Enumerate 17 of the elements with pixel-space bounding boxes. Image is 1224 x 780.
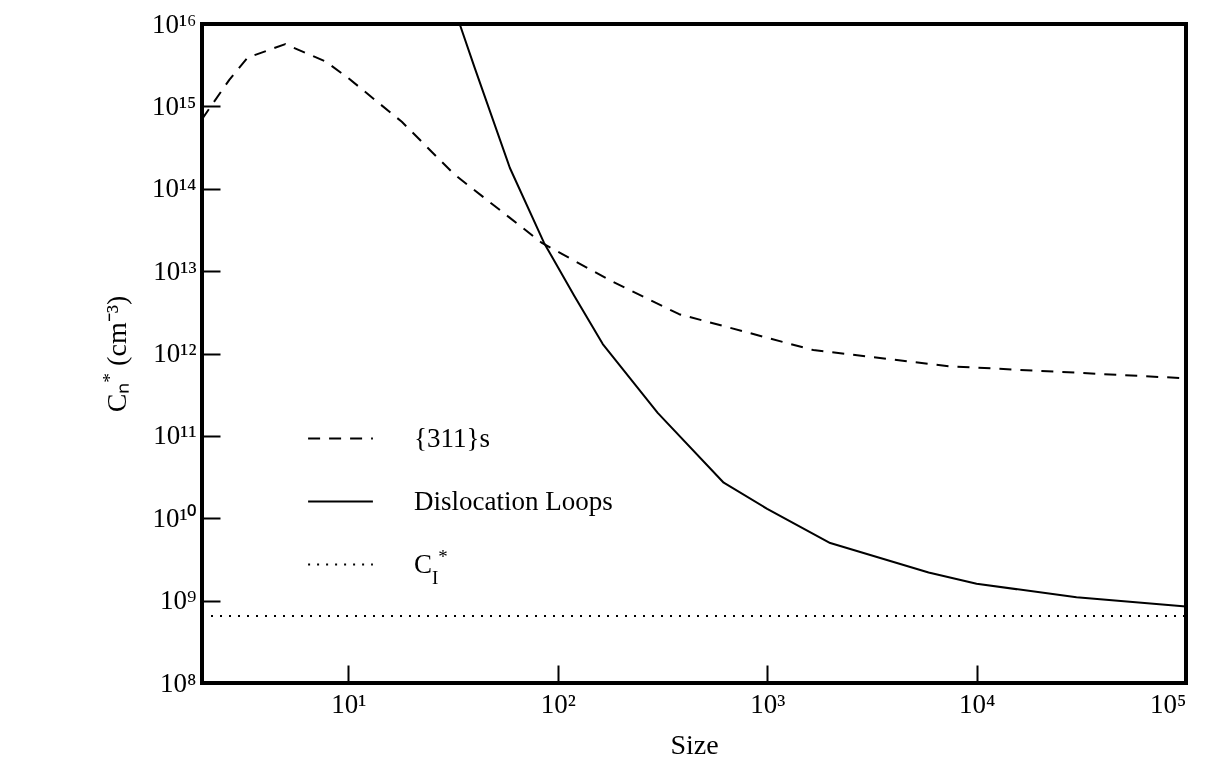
x-tick-label: 10¹ [331, 688, 367, 719]
y-tick-label: 10¹⁴ [151, 173, 197, 204]
y-tick-label: 10⁸ [160, 667, 197, 698]
legend-label: {311}s [414, 422, 490, 453]
y-tick-label: 10¹⁵ [151, 90, 197, 121]
legend-label: Dislocation Loops [414, 485, 613, 516]
x-tick-label: 10⁵ [1150, 688, 1187, 719]
y-tick-label: 10¹¹ [153, 420, 197, 451]
y-tick-label: 10¹³ [153, 255, 197, 286]
y-tick-label: 10¹⁰ [152, 502, 197, 533]
y-tick-label: 10⁹ [160, 585, 197, 616]
x-tick-label: 10² [540, 688, 576, 719]
x-axis-title: Size [670, 728, 719, 760]
x-tick-label: 10³ [750, 688, 786, 719]
y-tick-label: 10¹² [153, 338, 197, 368]
y-tick-label: 10¹⁶ [151, 8, 197, 39]
x-tick-label: 10⁴ [958, 688, 996, 719]
